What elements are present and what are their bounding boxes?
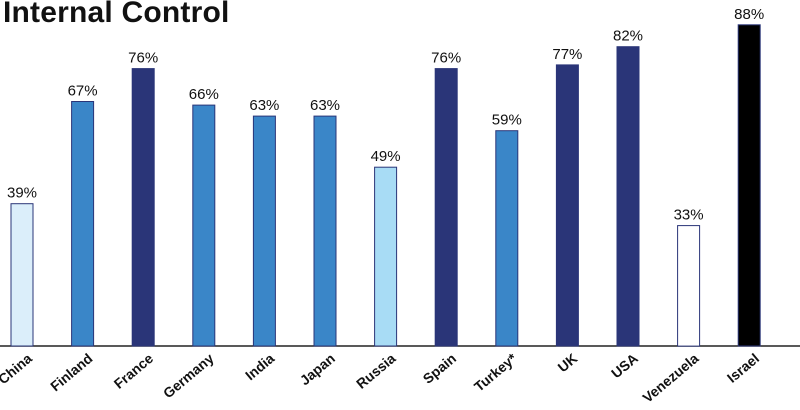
bar-usa bbox=[616, 46, 640, 347]
category-label: India bbox=[242, 350, 277, 383]
category-label: UK bbox=[555, 350, 581, 375]
category-label: Israel bbox=[724, 350, 762, 386]
category-label: Finland bbox=[47, 350, 95, 394]
value-label: 82% bbox=[613, 28, 643, 45]
value-label: 33% bbox=[674, 207, 704, 224]
category-label: Venezuela bbox=[639, 350, 701, 406]
category-label: Japan bbox=[297, 350, 338, 388]
value-label: 76% bbox=[128, 50, 158, 67]
value-label: 88% bbox=[734, 6, 764, 23]
bar-israel bbox=[737, 24, 761, 347]
value-label: 77% bbox=[552, 46, 582, 63]
category-label: Germany bbox=[160, 350, 217, 401]
category-label: Russia bbox=[353, 350, 399, 392]
bar-france bbox=[131, 68, 155, 347]
bar-uk bbox=[555, 64, 579, 347]
value-label: 76% bbox=[431, 50, 461, 67]
value-label: 39% bbox=[7, 185, 37, 202]
category-label: Turkey* bbox=[471, 350, 520, 395]
bar-venezuela bbox=[677, 225, 701, 347]
bar-germany bbox=[192, 104, 216, 347]
bar-finland bbox=[71, 101, 95, 347]
bar-russia bbox=[374, 166, 398, 347]
bar-japan bbox=[313, 115, 337, 347]
bar-turkey bbox=[495, 130, 519, 347]
value-label: 63% bbox=[310, 97, 340, 114]
value-label: 59% bbox=[492, 112, 522, 129]
value-label: 49% bbox=[371, 148, 401, 165]
bar-china bbox=[10, 203, 34, 347]
value-label: 63% bbox=[249, 97, 279, 114]
value-label: 66% bbox=[189, 86, 219, 103]
category-label: Spain bbox=[420, 350, 459, 387]
category-label: China bbox=[0, 350, 35, 387]
bar-india bbox=[252, 115, 276, 347]
bar-spain bbox=[434, 68, 458, 347]
chart-title: Internal Control bbox=[3, 0, 230, 29]
value-label: 67% bbox=[68, 83, 98, 100]
category-label: USA bbox=[608, 350, 641, 381]
category-label: France bbox=[111, 350, 157, 392]
